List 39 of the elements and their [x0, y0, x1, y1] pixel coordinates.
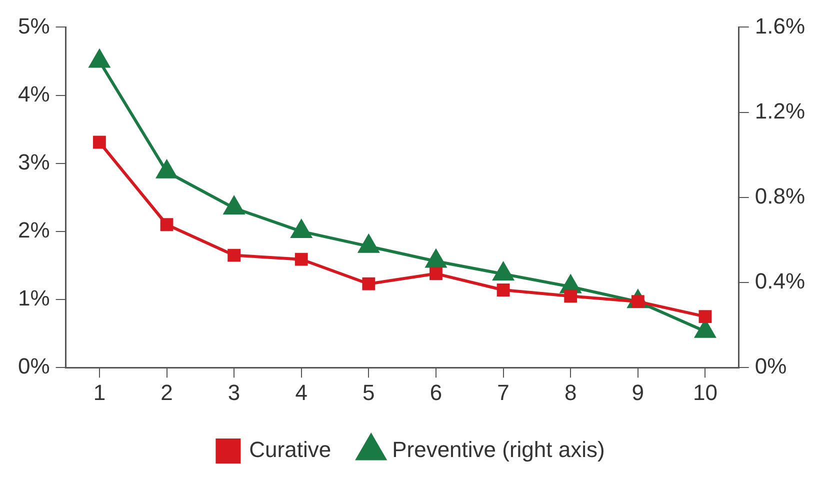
point	[564, 290, 578, 303]
legend-label: Curative	[249, 437, 332, 462]
y2-tick-label: 0.8%	[754, 183, 806, 208]
x-tick-label: 4	[295, 380, 308, 405]
point	[496, 284, 510, 296]
x-tick-label: 5	[362, 380, 375, 405]
y-tick-label: 5%	[18, 13, 50, 38]
y-tick-label: 0%	[18, 354, 50, 379]
x-tick-label: 1	[93, 380, 106, 405]
x-tick-label: 10	[692, 380, 718, 405]
x-tick-label: 9	[632, 380, 644, 405]
y2-tick-label: 0%	[754, 354, 787, 379]
x-tick-label: 8	[564, 380, 577, 405]
point	[93, 136, 106, 149]
x-tick-label: 3	[228, 380, 240, 405]
point	[224, 196, 244, 215]
x-tick-label: 6	[430, 380, 442, 405]
point	[430, 267, 442, 280]
point	[493, 262, 514, 280]
point	[294, 252, 308, 266]
point	[698, 310, 712, 323]
y2-tick-label: 0.4%	[754, 268, 806, 294]
x-tick-label: 2	[160, 380, 173, 405]
x-tick-label: 7	[497, 380, 510, 405]
point	[426, 250, 446, 268]
y2-tick-label: 1.2%	[754, 98, 806, 124]
point	[228, 248, 241, 262]
y-tick-label: 3%	[18, 149, 50, 174]
legend-label: Preventive (right axis)	[392, 437, 605, 462]
point	[291, 220, 312, 238]
y-tick-label: 4%	[18, 81, 50, 106]
point	[362, 277, 376, 290]
y2-tick-label: 1.6%	[754, 13, 806, 38]
point	[89, 50, 110, 68]
y-tick-label: 2%	[18, 218, 50, 243]
y-tick-label: 1%	[18, 286, 50, 311]
point	[160, 218, 174, 232]
point	[156, 160, 177, 178]
point	[358, 234, 379, 253]
